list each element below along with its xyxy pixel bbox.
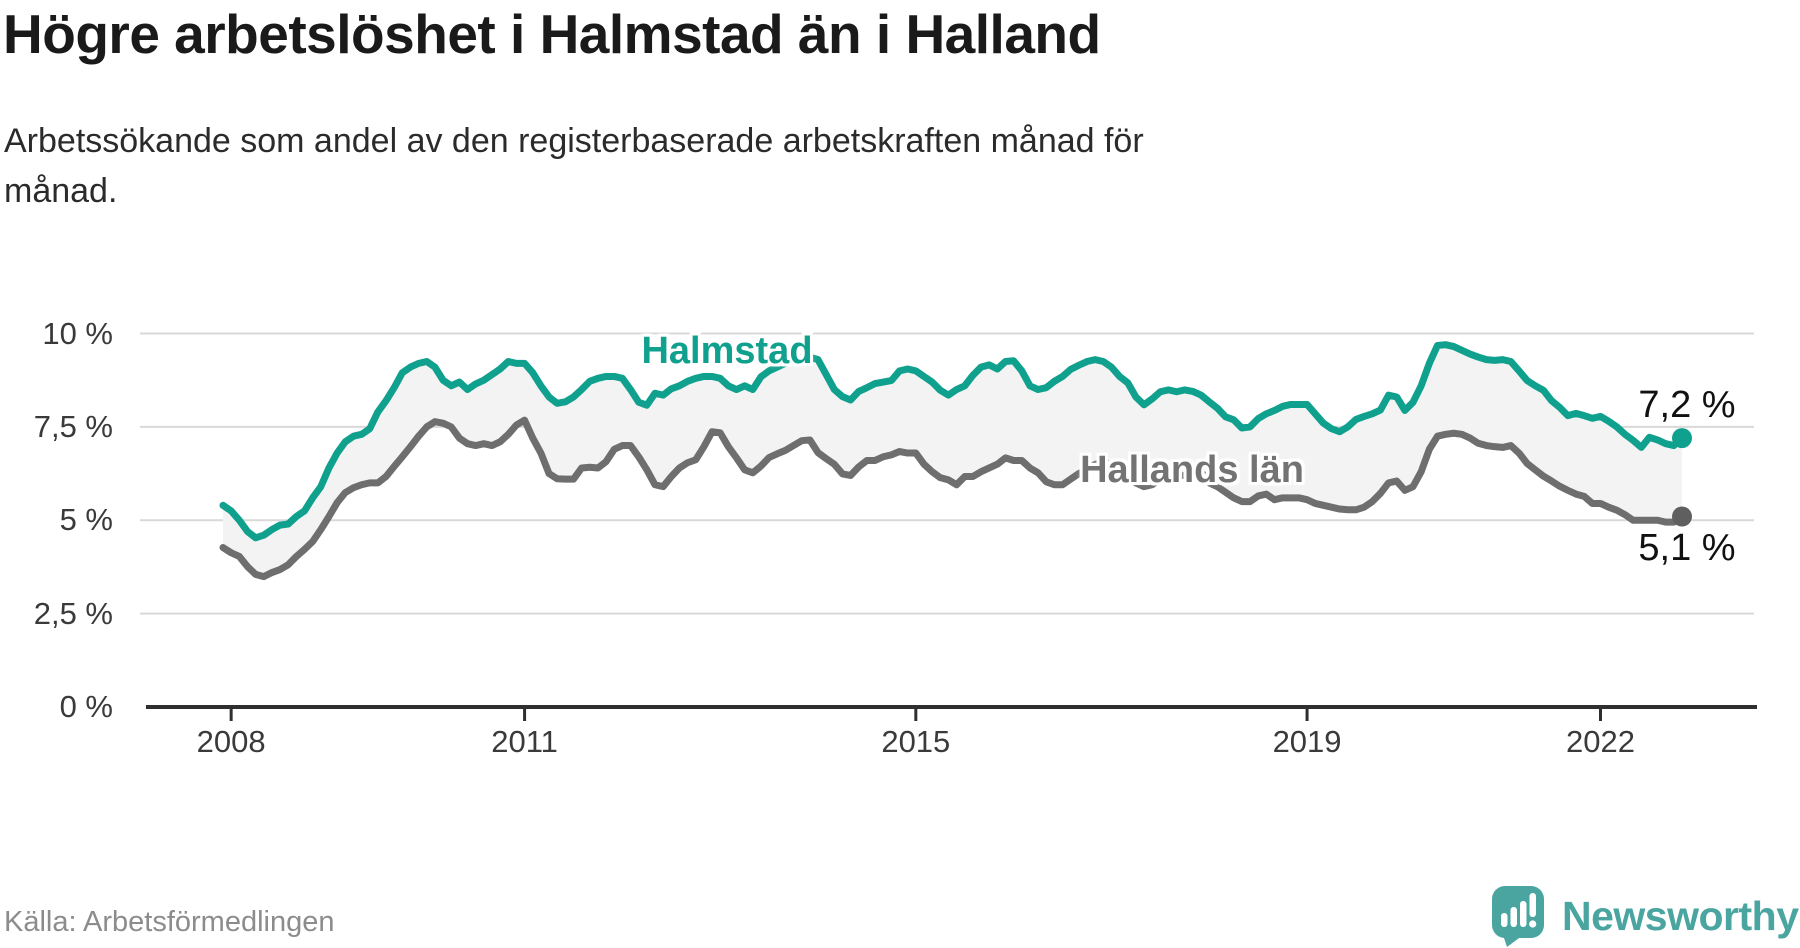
x-axis-tick-label: 2019 (1272, 724, 1342, 759)
x-axis-tick-label: 2022 (1566, 724, 1635, 759)
newsworthy-logo: Newsworthy (1490, 884, 1800, 948)
series-label-halmstad: Halmstad (641, 330, 813, 372)
end-value-label-halmstad: 7,2 % (1638, 384, 1736, 426)
between-series-band (223, 344, 1682, 577)
x-axis-tick-label: 2011 (491, 724, 558, 759)
page-subtitle: Arbetssökande som andel av den registerb… (4, 116, 1144, 216)
speech-bubble-bar-chart-icon (1492, 886, 1544, 947)
subtitle-line-1: Arbetssökande som andel av den registerb… (4, 122, 1144, 160)
end-dot-hallands-lan (1672, 506, 1692, 527)
end-value-label-hallands-lan: 5,1 % (1638, 527, 1736, 569)
logo-text: Newsworthy (1562, 892, 1799, 939)
source-note: Källa: Arbetsförmedlingen (4, 906, 335, 938)
y-axis-tick-label: 10 % (42, 315, 113, 351)
subtitle-line-2: månad. (4, 172, 118, 210)
y-axis-tick-label: 5 % (59, 502, 113, 538)
x-axis-tick-label: 2008 (196, 724, 266, 759)
y-axis-tick-label: 0 % (59, 689, 113, 724)
end-dot-halmstad (1672, 428, 1692, 449)
x-axis-tick-label: 2015 (881, 724, 951, 759)
y-axis-tick-label: 7,5 % (33, 408, 113, 444)
page-title: Högre arbetslöshet i Halmstad än i Halla… (3, 3, 1101, 65)
series-line-hallands-lan (219, 416, 1686, 581)
y-axis-tick-label: 2,5 % (33, 595, 113, 631)
series-label-hallands-lan: Hallands län (1080, 449, 1304, 491)
series-line-halmstad (219, 341, 1686, 542)
